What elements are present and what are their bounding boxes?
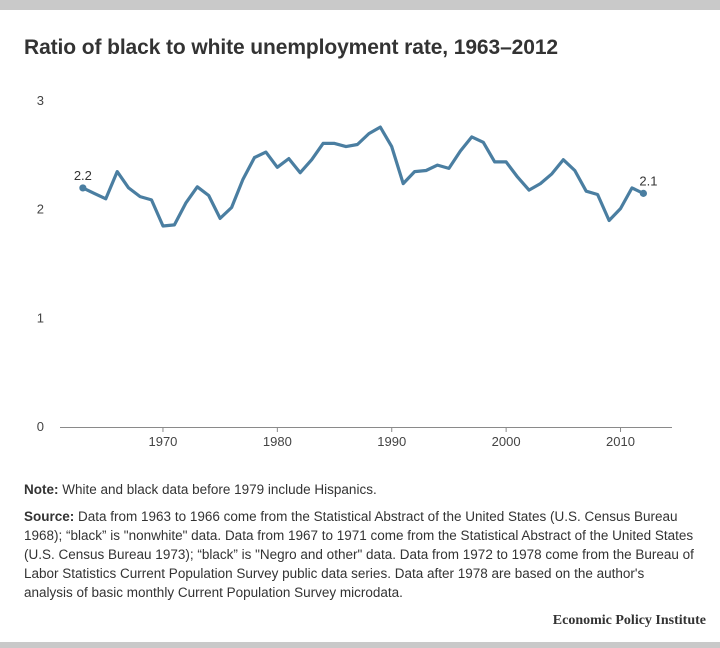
x-tick-label: 1980 bbox=[263, 434, 292, 449]
source-text: Data from 1963 to 1966 come from the Sta… bbox=[24, 509, 694, 600]
bottom-border bbox=[0, 642, 720, 648]
endpoint-marker bbox=[639, 189, 648, 197]
source-paragraph: Source: Data from 1963 to 1966 come from… bbox=[24, 507, 696, 602]
x-tick-label: 2000 bbox=[492, 434, 521, 449]
source-label: Source: bbox=[24, 509, 75, 524]
note-paragraph: Note: White and black data before 1979 i… bbox=[24, 480, 696, 499]
chart-title: Ratio of black to white unemployment rat… bbox=[24, 36, 558, 59]
series-line bbox=[81, 125, 646, 228]
note-label: Note: bbox=[24, 482, 59, 497]
data-label: 2.1 bbox=[639, 173, 657, 188]
x-tick-label: 1990 bbox=[377, 434, 406, 449]
x-tick-label: 2010 bbox=[606, 434, 635, 449]
notes-section: Note: White and black data before 1979 i… bbox=[24, 480, 696, 610]
line-chart: 0 1 2 3 1970 1980 1990 2000 2010 2.2 2.1 bbox=[37, 93, 672, 449]
endpoint-marker bbox=[79, 184, 87, 192]
y-tick-label: 1 bbox=[37, 310, 44, 325]
y-tick-label: 3 bbox=[37, 93, 44, 108]
note-text: White and black data before 1979 include… bbox=[58, 482, 377, 497]
y-tick-label: 2 bbox=[37, 202, 44, 217]
data-label: 2.2 bbox=[74, 168, 92, 183]
publisher-credit: Economic Policy Institute bbox=[552, 613, 706, 628]
x-tick-label: 1970 bbox=[148, 434, 177, 449]
y-tick-label: 0 bbox=[37, 419, 44, 434]
top-border bbox=[0, 0, 720, 10]
